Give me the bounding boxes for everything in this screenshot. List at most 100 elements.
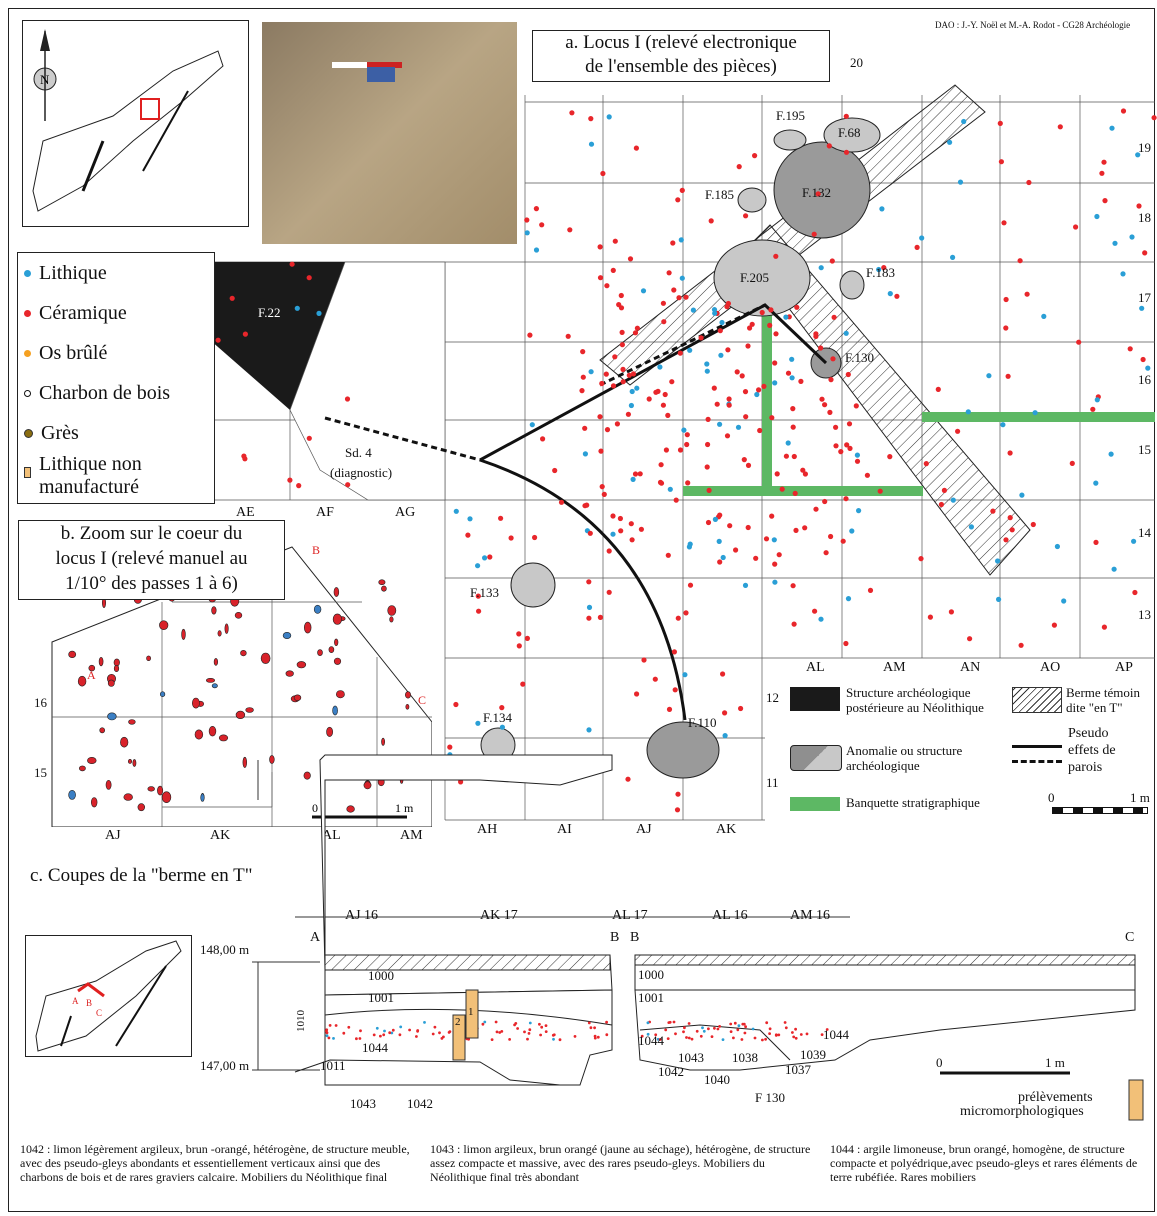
- section-artifact-point: [783, 1021, 787, 1024]
- artifact-point: [628, 521, 634, 527]
- artifact-point: [663, 447, 670, 453]
- artifact-point: [761, 383, 767, 389]
- section-artifact-point: [707, 1027, 710, 1031]
- artifact-point: [1003, 537, 1009, 543]
- sherd-shape: [181, 628, 186, 640]
- legend-anomalie: Anomalie ou structure archéologique: [846, 743, 963, 773]
- sherd-shape: [107, 712, 117, 721]
- panel-b-col-al: AL: [322, 828, 341, 843]
- artifact-point: [1061, 598, 1067, 604]
- artifact-point: [633, 145, 640, 151]
- sherd-shape: [213, 658, 218, 666]
- artifact-point: [818, 265, 824, 271]
- artifact-point: [738, 705, 744, 712]
- sherd-shape: [194, 729, 204, 740]
- legend-lithique: Lithique: [24, 253, 214, 293]
- locator-map: N: [22, 20, 249, 227]
- artifact-point: [843, 330, 849, 336]
- artifact-point: [630, 371, 637, 377]
- legend-os-brule-label: Os brûlé: [39, 341, 108, 364]
- sherd-shape: [128, 758, 133, 764]
- sherd-shape: [363, 781, 372, 790]
- artifact-point: [854, 452, 861, 458]
- artifact-point: [705, 441, 711, 448]
- section-artifact-point: [791, 1031, 794, 1034]
- layer-1043-left: 1043: [350, 1096, 376, 1111]
- artifact-point: [844, 442, 850, 448]
- artifact-point: [792, 490, 798, 496]
- legend-pseudo: Pseudo effets de parois: [1068, 726, 1116, 775]
- artifact-point: [681, 427, 687, 433]
- section-artifact-point: [390, 1031, 394, 1035]
- artifact-point: [772, 360, 778, 366]
- col-al: AL: [806, 660, 825, 675]
- sherd-shape: [328, 646, 335, 653]
- artifact-point: [1032, 410, 1038, 416]
- artifact-point: [813, 333, 819, 339]
- section-artifact-point: [359, 1029, 362, 1033]
- row-19: 19: [1138, 140, 1151, 155]
- artifact-point: [726, 396, 732, 402]
- artifact-point: [961, 118, 967, 125]
- artifact-point: [584, 502, 590, 508]
- section-artifact-point: [716, 1027, 720, 1031]
- artifact-point: [597, 244, 603, 250]
- artifact-point: [524, 230, 530, 236]
- sherd-shape: [206, 677, 216, 683]
- sherd-shape: [132, 759, 137, 767]
- artifact-point: [828, 377, 834, 383]
- artifact-point: [683, 294, 689, 300]
- artifact-point: [1094, 213, 1100, 220]
- artifact-point: [1018, 642, 1024, 648]
- col-ao: AO: [1040, 660, 1061, 675]
- legend-structure-post: Structure archéologique postérieure au N…: [846, 685, 984, 715]
- sherd-shape: [87, 757, 97, 765]
- artifact-point: [604, 283, 610, 289]
- artifact-point: [1009, 527, 1015, 533]
- artifact-point: [754, 391, 760, 398]
- artifact-point: [652, 676, 658, 682]
- section-artifact-point: [658, 1038, 662, 1041]
- col-ak: AK: [716, 822, 737, 837]
- artifact-point: [524, 217, 530, 223]
- section-artifact-point: [742, 1022, 746, 1026]
- artifact-point: [676, 295, 682, 301]
- artifact-point: [774, 471, 780, 477]
- artifact-point: [876, 266, 882, 273]
- artifact-point: [742, 582, 749, 589]
- section-artifact-point: [423, 1021, 426, 1024]
- sherd-shape: [285, 670, 294, 677]
- f130-label: F 130: [755, 1090, 785, 1105]
- artifact-point: [617, 515, 624, 522]
- point-b: B: [312, 543, 320, 557]
- artifact-point: [619, 329, 625, 335]
- point-c: C: [418, 693, 426, 707]
- artifact-point: [637, 471, 643, 477]
- artifact-point: [242, 456, 248, 462]
- sherd-shape: [68, 650, 77, 658]
- artifact-point: [567, 227, 573, 233]
- section-artifact-point: [699, 1034, 703, 1038]
- section-artifact-point: [825, 1028, 829, 1031]
- legend-lithique-non-label: Lithique non manufacturé: [39, 453, 142, 498]
- artifact-point: [881, 265, 887, 271]
- artifact-point: [711, 385, 717, 391]
- site-plan-svg: N: [32, 29, 224, 212]
- sherd-shape: [234, 612, 243, 619]
- legend-scale-bar: [1052, 807, 1148, 814]
- legend-pseudo-dashed-line: [1012, 760, 1062, 763]
- legend-scale-0: 0: [1048, 790, 1055, 805]
- section-artifact-point: [540, 1025, 544, 1029]
- col-ah: AH: [477, 822, 498, 837]
- section-artifact-point: [593, 1026, 596, 1030]
- artifact-point: [749, 321, 755, 327]
- artifact-point: [990, 508, 996, 514]
- feature-f183: [839, 270, 865, 300]
- sherd-shape: [98, 656, 104, 667]
- section-artifact-point: [573, 1035, 577, 1038]
- artifact-point: [666, 270, 672, 276]
- artifact-point: [1120, 271, 1126, 277]
- artifact-point: [679, 275, 685, 281]
- artifact-point: [1000, 422, 1006, 428]
- artifact-point: [894, 293, 900, 299]
